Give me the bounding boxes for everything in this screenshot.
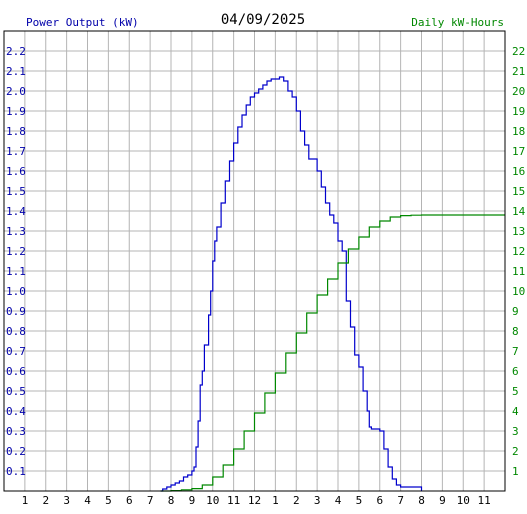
right-tick-label: 22 xyxy=(512,45,525,58)
left-tick-label: 2.0 xyxy=(6,85,26,98)
left-tick-label: 1.8 xyxy=(6,125,26,138)
series-group xyxy=(160,76,505,492)
plot-border xyxy=(3,30,506,492)
left-tick-label: 0.9 xyxy=(6,305,26,318)
x-tick-label: 3 xyxy=(63,494,70,507)
x-tick-label: 3 xyxy=(314,494,321,507)
right-tick-label: 21 xyxy=(512,65,525,78)
left-tick-label: 0.8 xyxy=(6,325,26,338)
right-tick-label: 6 xyxy=(512,365,519,378)
left-tick-label: 1.1 xyxy=(6,265,26,278)
right-tick-label: 16 xyxy=(512,165,525,178)
x-tick-label: 7 xyxy=(147,494,154,507)
left-tick-label: 1.2 xyxy=(6,245,26,258)
left-tick-label: 0.1 xyxy=(6,465,26,478)
right-tick-label: 17 xyxy=(512,145,525,158)
right-tick-label: 20 xyxy=(512,85,525,98)
chart-title: 04/09/2025 xyxy=(221,12,305,28)
right-tick-label: 13 xyxy=(512,225,525,238)
right-tick-label: 2 xyxy=(512,445,519,458)
x-tick-label: 8 xyxy=(418,494,425,507)
right-tick-label: 7 xyxy=(512,345,519,358)
left-tick-label: 1.5 xyxy=(6,185,26,198)
left-tick-label: 0.5 xyxy=(6,385,26,398)
right-tick-label: 12 xyxy=(512,245,525,258)
right-tick-label: 11 xyxy=(512,265,525,278)
left-tick-label: 0.7 xyxy=(6,345,26,358)
right-tick-label: 10 xyxy=(512,285,525,298)
x-axis-ticks: 1 2 3 4 5 6 7 8 9 10 11 12 1 2 3 4 5 6 7 8 9 10 11 xyxy=(22,494,491,507)
x-tick-label: 11 xyxy=(478,494,491,507)
left-tick-label: 1.0 xyxy=(6,285,26,298)
right-axis-title: Daily kW-Hours xyxy=(411,16,504,29)
x-tick-label: 2 xyxy=(293,494,300,507)
x-tick-label: 7 xyxy=(397,494,404,507)
x-tick-label: 9 xyxy=(189,494,196,507)
x-tick-label: 6 xyxy=(376,494,383,507)
x-tick-label: 6 xyxy=(126,494,133,507)
x-tick-label: 10 xyxy=(206,494,219,507)
x-tick-label: 1 xyxy=(272,494,279,507)
left-tick-label: 0.4 xyxy=(6,405,26,418)
x-tick-label: 2 xyxy=(42,494,49,507)
x-tick-label: 5 xyxy=(105,494,112,507)
grid-lines xyxy=(4,31,505,491)
right-tick-label: 3 xyxy=(512,425,519,438)
left-tick-label: 2.1 xyxy=(6,65,26,78)
x-tick-label: 8 xyxy=(168,494,175,507)
x-tick-label: 10 xyxy=(457,494,470,507)
right-tick-label: 18 xyxy=(512,125,525,138)
left-axis-ticks: 0.1 0.2 0.3 0.4 0.5 0.6 0.7 0.8 0.9 1.0 1.1 1.2 1.3 1… xyxy=(6,45,26,478)
left-tick-label: 0.2 xyxy=(6,445,26,458)
left-axis-title: Power Output (kW) xyxy=(26,16,139,29)
left-tick-label: 1.4 xyxy=(6,205,26,218)
left-tick-label: 1.7 xyxy=(6,145,26,158)
x-tick-label: 5 xyxy=(356,494,363,507)
left-tick-label: 1.9 xyxy=(6,105,26,118)
left-tick-label: 1.6 xyxy=(6,165,26,178)
right-tick-label: 15 xyxy=(512,185,525,198)
x-tick-label: 4 xyxy=(335,494,342,507)
right-tick-label: 1 xyxy=(512,465,519,478)
right-tick-label: 5 xyxy=(512,385,519,398)
left-tick-label: 0.3 xyxy=(6,425,26,438)
left-tick-label: 1.3 xyxy=(6,225,26,238)
x-tick-label: 1 xyxy=(22,494,29,507)
daily-energy-line xyxy=(160,214,505,492)
right-tick-label: 14 xyxy=(512,205,526,218)
right-tick-label: 8 xyxy=(512,325,519,338)
x-tick-label: 9 xyxy=(439,494,446,507)
x-tick-label: 11 xyxy=(227,494,240,507)
left-tick-label: 0.6 xyxy=(6,365,26,378)
x-tick-label: 12 xyxy=(248,494,261,507)
x-tick-label: 4 xyxy=(84,494,91,507)
right-tick-label: 19 xyxy=(512,105,525,118)
left-tick-label: 2.2 xyxy=(6,45,26,58)
right-tick-label: 9 xyxy=(512,305,519,318)
power-output-line xyxy=(160,76,423,492)
right-tick-label: 4 xyxy=(512,405,519,418)
